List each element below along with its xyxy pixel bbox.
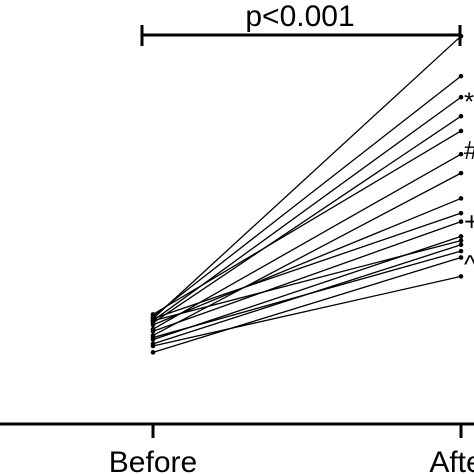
- data-point-3-after: [458, 94, 464, 100]
- series-line-6: [152, 153, 462, 330]
- data-point-15-before: [150, 350, 156, 355]
- series-line-2: [152, 75, 462, 317]
- data-point-16-after: [458, 274, 464, 279]
- data-point-12-before: [150, 318, 156, 323]
- data-point-2-after: [458, 73, 464, 79]
- p-value-label: p<0.001: [245, 0, 354, 33]
- series-line-16: [152, 275, 462, 347]
- marker-plus: +: [464, 207, 474, 237]
- marker-hash: #: [464, 135, 474, 165]
- data-point-9-after: [458, 210, 464, 216]
- series-line-15: [152, 256, 462, 353]
- series-line-8: [152, 197, 462, 326]
- series-line-14: [152, 250, 462, 339]
- data-point-8-after: [458, 196, 464, 201]
- series-line-5: [152, 130, 462, 315]
- data-point-16-before: [150, 343, 156, 349]
- data-point-10-after: [458, 219, 464, 224]
- data-point-5-before: [150, 312, 156, 317]
- data-point-5-after: [458, 128, 464, 134]
- data-point-7-after: [458, 170, 464, 176]
- series-line-9: [152, 212, 462, 320]
- data-point-6-after: [458, 151, 464, 157]
- data-point-14-before: [150, 335, 156, 340]
- data-point-4-after: [458, 113, 464, 119]
- series-line-1: [152, 35, 462, 320]
- series-line-10: [152, 220, 462, 332]
- data-point-13-after: [458, 242, 464, 248]
- data-point-12-after: [458, 238, 464, 243]
- series-line-7: [152, 172, 462, 337]
- data-point-14-after: [458, 248, 464, 254]
- group-markers: * # + ^: [464, 86, 474, 278]
- data-point-15-after: [458, 255, 464, 260]
- data-point-10-before: [150, 328, 156, 334]
- x-tick-label-before: Before: [109, 446, 197, 474]
- data-point-8-before: [150, 322, 156, 328]
- series-line-4: [152, 115, 462, 324]
- data-point-11-after: [458, 234, 464, 239]
- marker-caret: ^: [464, 249, 474, 279]
- x-tick-label-after: After: [429, 446, 474, 474]
- series-lines: [152, 35, 462, 353]
- series-line-12: [152, 239, 462, 322]
- marker-asterisk: *: [464, 86, 474, 116]
- significance-bracket: p<0.001: [140, 0, 462, 46]
